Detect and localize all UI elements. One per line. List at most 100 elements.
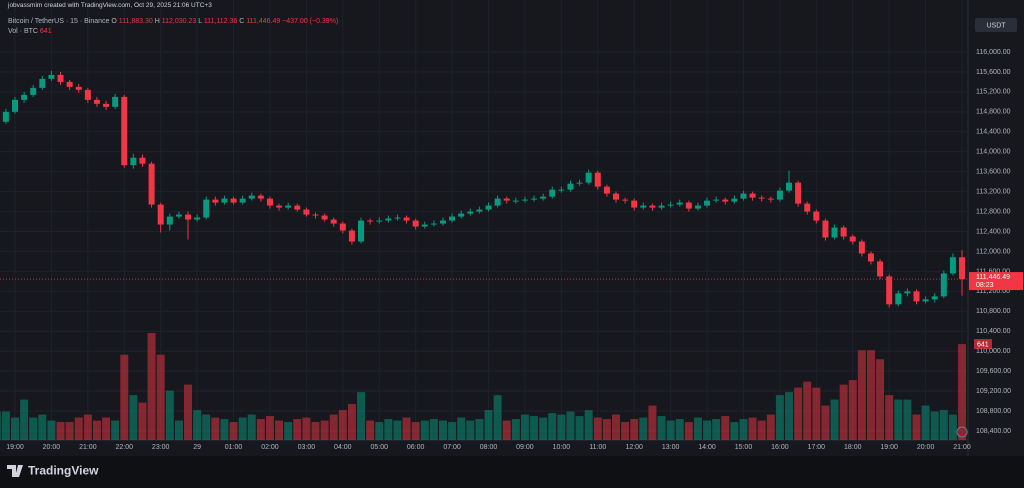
volume-bar bbox=[912, 414, 921, 440]
y-tick-label: 108,400.00 bbox=[976, 428, 1011, 435]
volume-bar bbox=[347, 404, 356, 440]
volume-badge bbox=[974, 339, 992, 350]
y-tick-label: 108,800.00 bbox=[976, 408, 1011, 415]
candle-body bbox=[813, 211, 820, 221]
y-tick-label: 109,600.00 bbox=[976, 368, 1011, 375]
candle-body bbox=[685, 202, 692, 209]
candle-body bbox=[804, 203, 811, 212]
candle-body bbox=[913, 291, 920, 302]
candle-body bbox=[66, 81, 73, 87]
currency-label[interactable]: USDT bbox=[986, 22, 1006, 29]
candle-body bbox=[285, 205, 292, 208]
candle-body bbox=[959, 257, 966, 280]
y-tick-label: 110,000.00 bbox=[976, 348, 1011, 355]
x-tick-label: 23:00 bbox=[152, 444, 170, 451]
volume-bar bbox=[247, 414, 256, 440]
candle-body bbox=[121, 96, 128, 166]
ohlc-value: 112,030.23 bbox=[161, 18, 197, 25]
candle-body bbox=[57, 74, 64, 82]
volume-bar bbox=[193, 410, 202, 440]
candle-body bbox=[221, 198, 228, 203]
ohlc-value: 111,446.49 bbox=[246, 18, 281, 25]
candle-body bbox=[776, 190, 783, 200]
candle-body bbox=[758, 197, 765, 199]
volume-bar bbox=[885, 395, 894, 440]
candle-body bbox=[531, 198, 538, 200]
candle-body bbox=[458, 213, 465, 217]
volume-bar bbox=[83, 414, 92, 440]
y-tick-label: 113,600.00 bbox=[976, 169, 1011, 176]
candle-body bbox=[21, 94, 28, 100]
volume-bar bbox=[102, 417, 111, 440]
volume-bar bbox=[839, 384, 848, 440]
volume-bar bbox=[675, 419, 684, 440]
volume-bar bbox=[639, 417, 648, 440]
x-tick-label: 13:00 bbox=[662, 444, 680, 451]
volume-bar bbox=[375, 422, 384, 440]
candle-body bbox=[385, 218, 392, 221]
candle-body bbox=[594, 172, 601, 187]
volume-bar bbox=[584, 410, 593, 440]
x-tick-label: 07:00 bbox=[443, 444, 461, 451]
volume-bar bbox=[748, 417, 757, 440]
x-tick-label: 17:00 bbox=[808, 444, 826, 451]
volume-bar bbox=[593, 417, 602, 440]
candle-body bbox=[567, 183, 574, 190]
volume-bar bbox=[120, 354, 129, 440]
y-tick-label: 110,400.00 bbox=[976, 328, 1011, 335]
volume-bar bbox=[402, 417, 411, 440]
y-tick-label: 111,200.00 bbox=[976, 288, 1010, 295]
volume-bar bbox=[921, 405, 930, 440]
ohlc-key: H bbox=[154, 18, 160, 25]
x-tick-label: 16:00 bbox=[771, 444, 789, 451]
volume-bar bbox=[366, 420, 375, 440]
x-tick-label: 29 bbox=[193, 444, 201, 451]
candle-body bbox=[30, 87, 37, 95]
volume-bar bbox=[184, 384, 193, 440]
candle-body bbox=[439, 220, 446, 224]
volume-bar bbox=[502, 420, 511, 440]
volume-bar bbox=[520, 414, 529, 440]
volume-bar bbox=[511, 419, 520, 440]
volume-bar bbox=[256, 419, 265, 440]
ohlc-key: C bbox=[239, 18, 245, 25]
candle-body bbox=[175, 214, 182, 217]
candle-body bbox=[194, 217, 201, 220]
timezone-icon[interactable] bbox=[956, 426, 968, 438]
volume-bar bbox=[174, 420, 183, 440]
volume-last: 641 bbox=[40, 28, 52, 35]
volume-bar bbox=[775, 395, 784, 440]
candle-body bbox=[230, 198, 237, 203]
volume-bar bbox=[448, 422, 457, 440]
candle-body bbox=[367, 220, 374, 222]
volume-bar bbox=[930, 411, 939, 440]
volume-bar bbox=[11, 417, 19, 440]
brand-name: TradingView bbox=[28, 464, 99, 478]
candle-body bbox=[694, 205, 701, 209]
y-tick-label: 112,400.00 bbox=[976, 228, 1011, 235]
ohlc-values: O 111,883.30 H 112,030.23 L 111,112.36 C… bbox=[111, 18, 282, 25]
y-tick-label: 115,600.00 bbox=[976, 69, 1011, 76]
candle-body bbox=[840, 227, 847, 237]
volume-badge-label: 641 bbox=[977, 341, 989, 348]
volume-bar bbox=[320, 420, 329, 440]
candle-body bbox=[849, 236, 856, 242]
x-tick-label: 12:00 bbox=[625, 444, 643, 451]
volume-bar bbox=[329, 414, 338, 440]
candle-body bbox=[886, 276, 893, 305]
currency-badge[interactable] bbox=[975, 18, 1017, 32]
volume-bar bbox=[156, 354, 165, 440]
volume-bar bbox=[302, 417, 311, 440]
volume-bar bbox=[611, 414, 620, 440]
candle-body bbox=[640, 205, 647, 208]
candle-body bbox=[421, 224, 428, 227]
brand-logo[interactable]: TradingView bbox=[7, 464, 99, 478]
chart-background bbox=[0, 0, 1024, 456]
candle-body bbox=[612, 193, 619, 200]
volume-bar bbox=[65, 422, 74, 440]
header: jobvassmim created with TradingView.com,… bbox=[8, 2, 212, 9]
volume-bar bbox=[557, 414, 566, 440]
change: −437.00 (−0.39%) bbox=[282, 18, 339, 25]
candle-body bbox=[112, 96, 119, 107]
x-tick-label: 22:00 bbox=[116, 444, 134, 451]
